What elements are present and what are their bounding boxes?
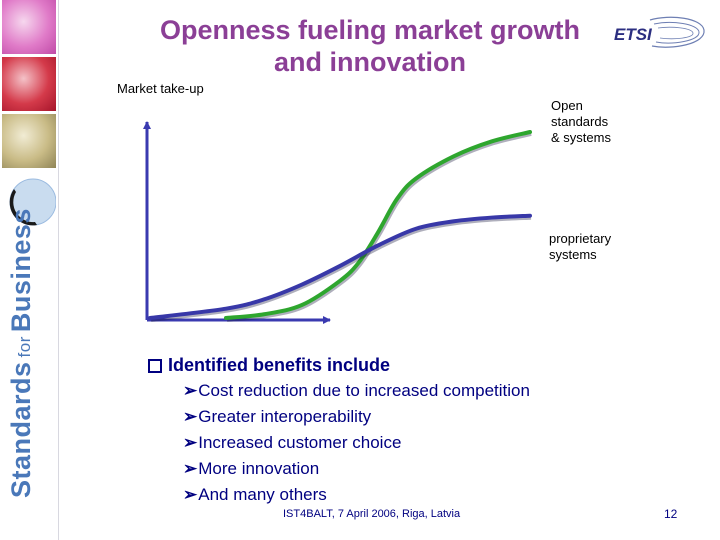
benefits-heading: Identified benefits include — [148, 352, 530, 378]
benefits-heading-text: Identified benefits include — [168, 355, 391, 375]
arrow-bullet-icon: ➢ — [183, 433, 198, 452]
list-item-text: Cost reduction due to increased competit… — [198, 381, 530, 400]
decor-tile-tan — [2, 114, 56, 168]
open-series-label: Open standards & systems — [551, 98, 611, 145]
arrow-bullet-icon: ➢ — [183, 459, 198, 478]
decor-tile-pink — [2, 0, 56, 54]
list-item-text: More innovation — [198, 459, 320, 478]
logo-text: ETSI — [614, 25, 653, 44]
proprietary-series-label: proprietary systems — [549, 231, 612, 262]
title-line-2: and innovation — [274, 47, 466, 77]
list-item-text: Greater interoperability — [198, 407, 372, 426]
list-item: ➢Increased customer choice — [183, 430, 530, 456]
open-standards-line — [224, 130, 532, 320]
arrow-bullet-icon: ➢ — [183, 381, 198, 400]
decor-tile-globe — [2, 172, 57, 230]
title-line-1: Openness fueling market growth — [159, 15, 581, 45]
proprietary-line — [148, 213, 532, 320]
benefits-list: Identified benefits include ➢Cost reduct… — [148, 352, 530, 508]
list-item: ➢Cost reduction due to increased competi… — [183, 378, 530, 404]
list-item: ➢More innovation — [183, 456, 530, 482]
open-standards-line-shadow — [226, 131, 532, 322]
decor-tile-red — [2, 57, 56, 111]
list-item: ➢And many others — [183, 482, 530, 508]
proprietary-line-shadow — [150, 214, 532, 322]
list-item-text: Increased customer choice — [198, 433, 402, 452]
slide-title: Openness fueling market growth and innov… — [120, 14, 620, 78]
etsi-logo: ETSI — [614, 16, 705, 48]
checkbox-bullet-icon — [148, 359, 162, 373]
footer-text: IST4BALT, 7 April 2006, Riga, Latvia — [283, 508, 461, 520]
list-item-text: And many others — [198, 485, 327, 504]
arrow-bullet-icon: ➢ — [183, 407, 198, 426]
series-layer — [148, 130, 532, 322]
left-sidebar: StandardsforBusiness — [0, 0, 59, 540]
page-number: 12 — [664, 507, 678, 521]
y-axis-label: Market take-up — [117, 81, 204, 96]
arrow-bullet-icon: ➢ — [183, 485, 198, 504]
list-item: ➢Greater interoperability — [183, 404, 530, 430]
